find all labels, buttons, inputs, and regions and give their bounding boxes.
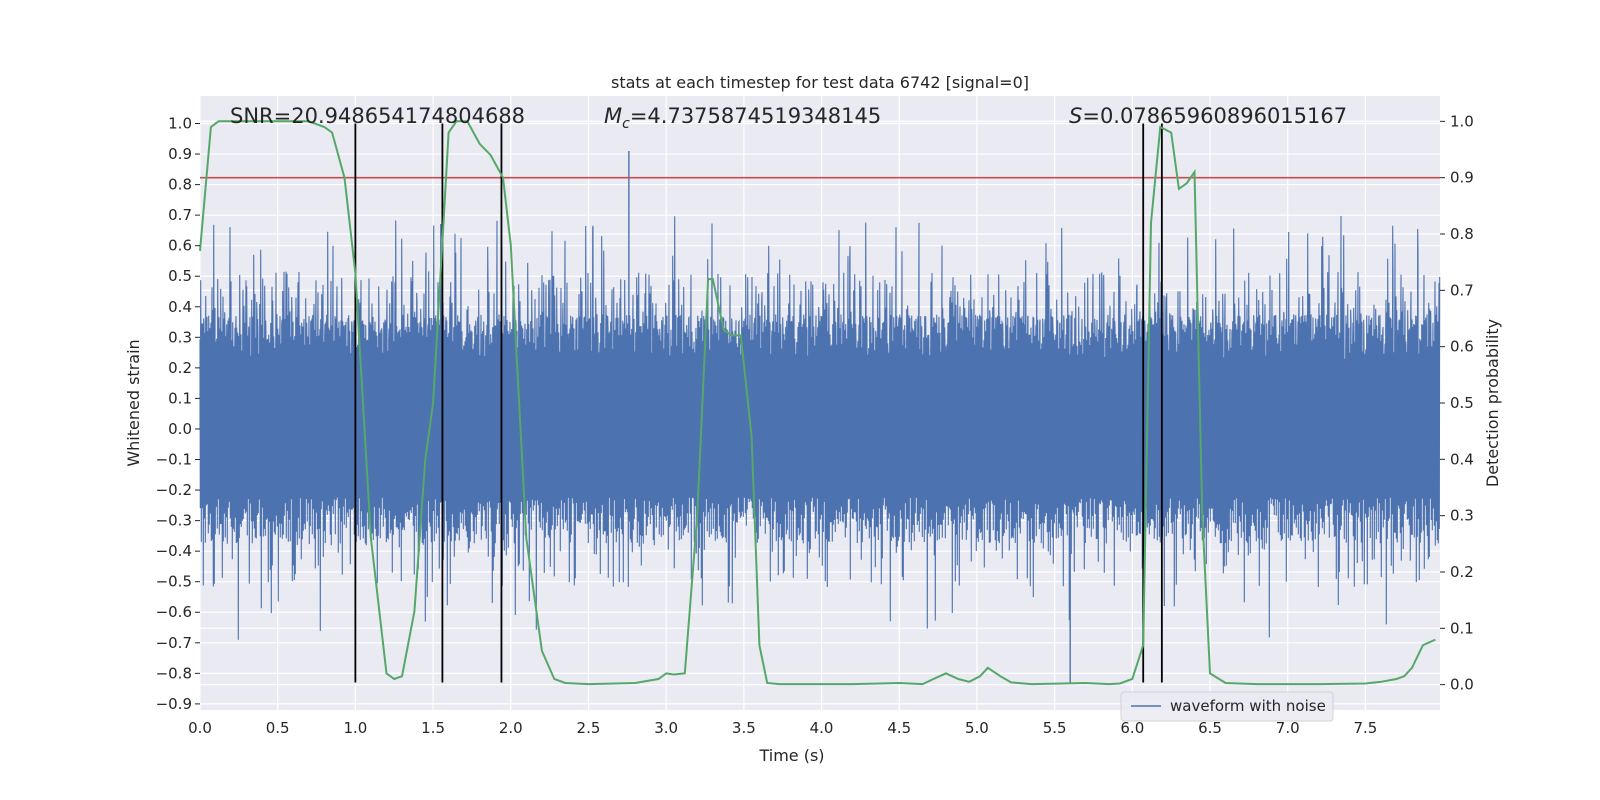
y-tick-label: −0.8 [156, 664, 192, 682]
y2-tick-label: 0.2 [1450, 563, 1474, 581]
x-tick-label: 6.0 [1120, 719, 1144, 737]
y2-tick-label: 0.0 [1450, 676, 1474, 694]
y2-tick-label: 1.0 [1450, 112, 1474, 130]
x-tick-label: 3.0 [654, 719, 678, 737]
y-tick-label: 0.7 [168, 206, 192, 224]
x-tick-label: 2.0 [499, 719, 523, 737]
x-tick-label: 1.5 [421, 719, 445, 737]
y-tick-label: 0.4 [168, 298, 192, 316]
y-tick-label: −0.6 [156, 603, 192, 621]
x-tick-label: 7.0 [1276, 719, 1300, 737]
x-tick-label: 7.5 [1353, 719, 1377, 737]
y-tick-label: −0.1 [156, 451, 192, 469]
y-tick-label: 0.8 [168, 176, 192, 194]
y-tick-label: −0.3 [156, 512, 192, 530]
y-tick-label: −0.7 [156, 634, 192, 652]
detection-probability-line [199, 120, 1436, 686]
y-tick-label: −0.4 [156, 542, 192, 560]
y-tick-label: 0.0 [168, 420, 192, 438]
y-tick-label: 0.2 [168, 359, 192, 377]
x-tick-label: 0.5 [266, 719, 290, 737]
y2-tick-label: 0.7 [1450, 281, 1474, 299]
waveform-with-noise-series [199, 150, 1441, 683]
y-tick-label: 0.9 [168, 145, 192, 163]
y2-tick-label: 0.9 [1450, 169, 1474, 187]
y2-tick-label: 0.1 [1450, 619, 1474, 637]
y-tick-label: 0.3 [168, 328, 192, 346]
y2-tick-label: 0.3 [1450, 507, 1474, 525]
y-axis-title: Whitened strain [124, 339, 143, 466]
x-tick-label: 1.0 [343, 719, 367, 737]
x-tick-label: 4.5 [887, 719, 911, 737]
x-tick-label: 6.5 [1198, 719, 1222, 737]
x-tick-label: 5.0 [965, 719, 989, 737]
y2-axis-title: Detection probability [1483, 319, 1502, 487]
chart-title: stats at each timestep for test data 674… [611, 73, 1029, 92]
y-tick-label: 0.6 [168, 237, 192, 255]
y-tick-label: 0.5 [168, 267, 192, 285]
waveform-trace [199, 215, 1441, 640]
y-tick-label: 1.0 [168, 114, 192, 132]
y2-tick-label: 0.6 [1450, 338, 1474, 356]
snr-annotation: SNR=20.948654174804688 [230, 104, 525, 128]
y2-tick-label: 0.8 [1450, 225, 1474, 243]
x-tick-label: 3.5 [732, 719, 756, 737]
s-annotation: S=0.07865960896015167 [1069, 104, 1347, 128]
x-tick-label: 2.5 [577, 719, 601, 737]
y-tick-label: −0.2 [156, 481, 192, 499]
x-axis-title: Time (s) [758, 746, 824, 765]
legend-box [1120, 691, 1334, 722]
overlays [199, 120, 1440, 686]
legend-label: waveform with noise [1170, 697, 1326, 715]
chirp-mass-value: =4.7375874519348145 [630, 104, 881, 128]
x-tick-label: 4.0 [810, 719, 834, 737]
s-value: =0.07865960896015167 [1082, 104, 1347, 128]
x-tick-label: 5.5 [1043, 719, 1067, 737]
y2-tick-label: 0.4 [1450, 450, 1474, 468]
chirp-mass-symbol: M [604, 104, 622, 128]
legend: waveform with noise [1120, 691, 1334, 722]
y2-tick-label: 0.5 [1450, 394, 1474, 412]
chirp-mass-subscript: c [622, 116, 630, 132]
s-symbol: S [1069, 104, 1082, 128]
y-tick-label: −0.5 [156, 573, 192, 591]
y-tick-label: 0.1 [168, 389, 192, 407]
chirp-mass-annotation: Mc=4.7375874519348145 [604, 104, 881, 132]
x-tick-label: 0.0 [188, 719, 212, 737]
axes-labels: 0.0 0.5 1.0 1.5 2.0 2.5 3.0 3.5 4.0 4.5 5.0 5.5 6.0 6… [156, 112, 1474, 737]
y-tick-label: −0.9 [156, 695, 192, 713]
